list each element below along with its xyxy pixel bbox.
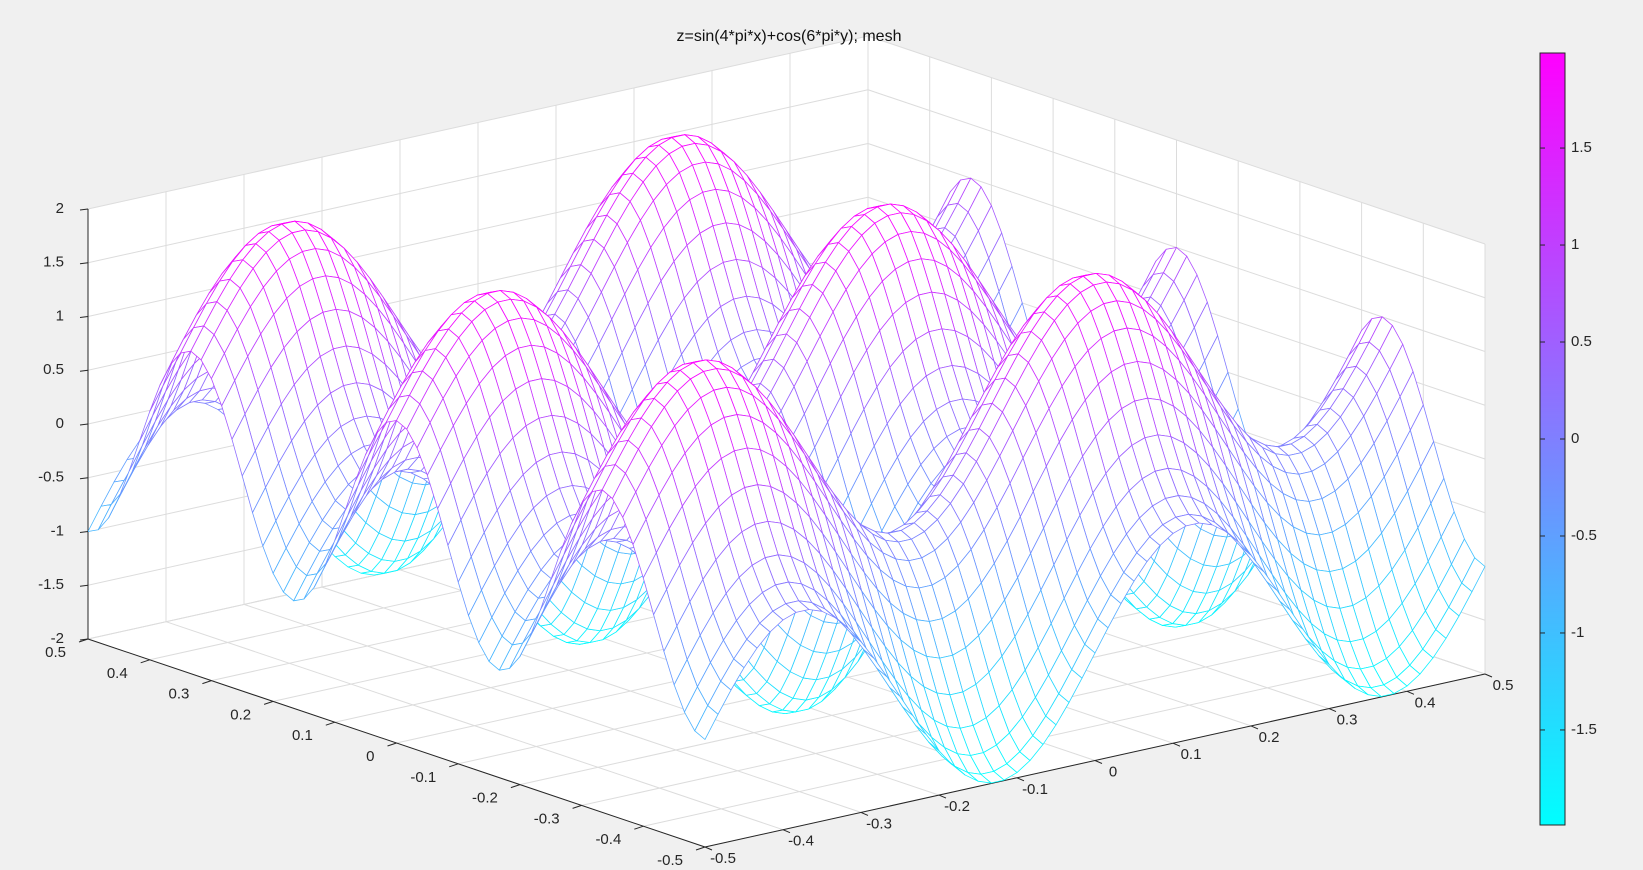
z-tick-label: -1 [51, 522, 64, 539]
grid-line [87, 35, 869, 210]
tick-mark [79, 531, 89, 533]
tick-mark [79, 316, 89, 318]
y-tick-label: 0.5 [45, 644, 66, 661]
tick-mark [510, 784, 521, 789]
x-tick-label: -0.4 [788, 833, 814, 850]
tick-mark [140, 659, 150, 664]
x-tick-label: 0.3 [1337, 712, 1358, 729]
z-tick-label: -0.5 [38, 469, 64, 486]
tick-mark [1328, 708, 1337, 713]
z-tick-label: 0.5 [43, 361, 64, 378]
y-tick-label: 0 [366, 748, 374, 765]
tick-mark [263, 700, 274, 705]
x-tick-label: -0.1 [1022, 781, 1048, 798]
tick-mark [1016, 777, 1025, 782]
tick-mark [79, 584, 89, 587]
tick-mark [79, 638, 89, 641]
grid-line [87, 89, 869, 264]
colorbar-tick-label: 0.5 [1571, 333, 1592, 350]
tick-mark [572, 804, 582, 809]
x-tick-label: 0.2 [1259, 729, 1280, 746]
y-tick-label: 0.2 [230, 706, 251, 723]
tick-mark [704, 846, 713, 851]
x-tick-label: 0 [1109, 763, 1117, 780]
colorbar-tick-label: -1.5 [1571, 721, 1597, 738]
colorbar[interactable]: -1.5 -1 -0.5 0 0.5 1 1.5 [1539, 52, 1597, 826]
grid-line [867, 89, 1486, 299]
y-tick-label: -0.4 [595, 831, 621, 848]
tick-mark [79, 423, 89, 426]
tick-labels: -0.5 -0.4 -0.3 -0.2 -0.1 0 0.1 0.2 0.3 0.4 0.5 -0.5… [38, 200, 1513, 869]
tick-mark [1094, 760, 1103, 764]
x-tick-label: -0.3 [866, 815, 892, 832]
tick-mark [79, 477, 89, 480]
x-tick-label: -0.5 [710, 850, 736, 867]
y-tick-label: -0.3 [534, 810, 560, 827]
tick-mark [938, 794, 947, 799]
grid-line [867, 35, 1486, 245]
z-tick-label: 0 [56, 415, 64, 432]
y-tick-label: 0.3 [169, 686, 190, 703]
tick-mark [1406, 690, 1415, 695]
tick-mark [449, 763, 459, 768]
tick-mark [202, 680, 212, 685]
tick-mark [1484, 673, 1493, 678]
colorbar-tick-label: -0.5 [1571, 527, 1597, 544]
tick-mark [387, 742, 397, 747]
tick-mark [325, 721, 335, 726]
colorbar-tick-label: -1 [1571, 624, 1584, 641]
x-tick-label: 0.1 [1181, 746, 1202, 763]
colorbar-tick-label: 1.5 [1571, 139, 1592, 156]
tick-mark [79, 208, 89, 211]
chart-title: z=sin(4*pi*x)+cos(6*pi*y); mesh [676, 28, 902, 45]
y-tick-label: 0.4 [107, 665, 128, 682]
mesh-cell [694, 705, 719, 740]
x-tick-label: 0.5 [1493, 677, 1514, 694]
tick-mark [860, 811, 869, 816]
tick-mark [695, 846, 706, 851]
tick-mark [79, 369, 89, 372]
y-tick-label: 0.1 [292, 727, 313, 744]
tick-mark [1250, 725, 1259, 730]
x-tick-label: 0.4 [1415, 694, 1436, 711]
y-tick-label: -0.2 [472, 790, 498, 807]
y-tick-label: -0.5 [657, 852, 683, 869]
tick-mark [782, 829, 791, 834]
tick-mark [634, 825, 644, 830]
y-tick-label: -0.1 [410, 769, 436, 786]
x-tick-label: -0.2 [944, 798, 970, 815]
z-tick-label: 2 [56, 200, 64, 217]
colorbar-ticks: -1.5 -1 -0.5 0 0.5 1 1.5 [1540, 139, 1597, 738]
mesh-surface [87, 134, 1486, 784]
z-tick-label: 1 [56, 307, 64, 324]
tick-mark [1172, 742, 1181, 747]
colorbar-tick-label: 0 [1571, 430, 1579, 447]
colorbar-tick-label: 1 [1571, 236, 1579, 253]
z-tick-label: 1.5 [43, 254, 64, 271]
tick-mark [79, 262, 89, 265]
z-tick-label: -1.5 [38, 576, 64, 593]
z-tick-label: -2 [51, 630, 64, 647]
